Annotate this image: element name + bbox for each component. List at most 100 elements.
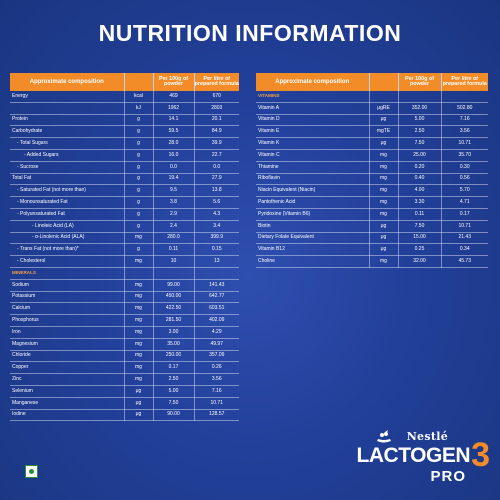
per-litre-cell: 670 (194, 91, 239, 103)
per-litre-cell: 39.9 (194, 137, 239, 150)
unit-cell: mg (124, 350, 154, 363)
table-header-row: Approximate composition Per 100g of powd… (10, 73, 239, 91)
nutrient-name-cell: Dietary Folate Equivalent (256, 232, 370, 245)
column-header-per-litre: Per litre of prepared formula (194, 73, 239, 91)
table-row: Protein g 14.1 20.1 (10, 114, 239, 127)
per-100g-cell: 5.00 (398, 114, 442, 127)
per-100g-cell: 7.50 (153, 397, 195, 410)
per-litre-cell: 13 (194, 255, 239, 268)
nutrient-name-cell: Calcium (10, 302, 125, 316)
per-100g-cell: 0.17 (153, 361, 195, 375)
per-litre-cell: 399.9 (194, 232, 239, 245)
nutrient-name-cell: Total Fat (10, 173, 125, 186)
nutrient-name-cell: Thiamine (256, 161, 370, 174)
per-litre-cell: 45.73 (441, 255, 488, 268)
unit-cell: g (124, 114, 154, 127)
nutrient-name-cell: - Polyunsaturated Fat (10, 208, 125, 221)
per-100g-cell: 28.0 (153, 137, 195, 150)
nutrient-name-cell (10, 102, 125, 115)
per-litre-cell: 0.26 (194, 361, 239, 375)
per-100g-cell: 281.50 (153, 314, 195, 327)
table-row: - Sucrose g 0.0 0.0 (10, 161, 239, 174)
table-row: Niacin Equivalent (Niacin) mg 4.00 5.70 (256, 184, 488, 198)
table-row: Copper mg 0.17 0.26 (10, 361, 239, 375)
unit-cell: mg (369, 161, 399, 174)
nutrient-name-cell: - Sucrose (10, 161, 125, 174)
unit-cell: μgRE (369, 102, 399, 115)
table-row: Sodium mg 99.00 141.43 (10, 279, 239, 292)
per-litre-cell: 35.70 (441, 149, 488, 162)
table-header-row: Approximate composition Per 100g of powd… (256, 73, 488, 91)
nutrient-name-cell: - Added Sugars (10, 149, 125, 162)
table-row: Iodine μg 90.00 128.57 (10, 409, 239, 422)
unit-cell: mg (124, 314, 154, 327)
unit-cell: μg (369, 114, 399, 127)
per-litre-cell: 7.16 (194, 385, 239, 398)
per-100g-cell: 352.00 (398, 102, 442, 115)
table-row: - Linoleic Acid (LA) g 2.4 3.4 (10, 220, 239, 233)
unit-cell: μg (124, 385, 154, 398)
table-section-row: VITAMINS (256, 91, 488, 103)
nutrient-name-cell: Selenium (10, 385, 125, 398)
nutrient-name-cell: VITAMINS (256, 91, 370, 103)
nutrient-name-cell: - Saturated Fat (not more than) (10, 184, 125, 198)
unit-cell: μg (369, 232, 399, 245)
per-litre-cell: 22.7 (194, 149, 239, 162)
nutrient-name-cell: Riboflavin (256, 173, 370, 186)
per-100g-cell: 59.5 (153, 125, 195, 139)
table-row: - Trans Fat (not more than)* g 0.11 0.15 (10, 243, 239, 257)
per-100g-cell: 3.30 (398, 196, 442, 209)
table-row: Selenium μg 5.00 7.16 (10, 385, 239, 398)
table-row: Pantothenic Acid mg 3.30 4.71 (256, 196, 488, 209)
per-litre-cell: 7.16 (441, 114, 488, 127)
unit-cell: mg (369, 173, 399, 186)
nutrient-name-cell: Vitamin D (256, 114, 370, 127)
unit-cell: g (124, 208, 154, 221)
per-litre-cell: 357.09 (194, 350, 239, 363)
per-litre-cell: 0.0 (194, 161, 239, 174)
per-100g-cell: 7.50 (398, 137, 442, 150)
table-row: Vitamin B12 μg 0.25 0.34 (256, 243, 488, 257)
per-100g-cell: 99.00 (153, 279, 195, 292)
nutrient-name-cell: Vitamin C (256, 149, 370, 162)
per-litre-cell: 84.9 (194, 125, 239, 139)
nutrient-name-cell: MINERALS (10, 267, 125, 280)
nutrient-name-cell: Protein (10, 114, 125, 127)
per-litre-cell: 3.56 (194, 373, 239, 386)
per-litre-cell (441, 91, 488, 103)
per-litre-cell: 0.56 (441, 173, 488, 186)
unit-cell: mg (124, 326, 154, 339)
per-100g-cell: 2.9 (153, 208, 195, 221)
column-header-unit (124, 73, 154, 91)
per-litre-cell: 49.97 (194, 338, 239, 351)
table-row: - Monounsaturated Fat g 3.8 5.6 (10, 196, 239, 209)
unit-cell: g (124, 149, 154, 162)
nutrient-name-cell: Magnesium (10, 338, 125, 351)
nutrient-name-cell: Vitamin E (256, 125, 370, 139)
unit-cell: mg (369, 255, 399, 268)
nutrient-name-cell: Copper (10, 361, 125, 375)
per-100g-cell: 2.50 (398, 125, 442, 139)
per-100g-cell: 0.11 (153, 243, 195, 257)
unit-cell: g (124, 173, 154, 186)
table-row: Riboflavin mg 0.40 0.56 (256, 173, 488, 186)
per-100g-cell: 19.4 (153, 173, 195, 186)
nutrient-name-cell: Iodine (10, 409, 125, 422)
nutrient-name-cell: - Linoleic Acid (LA) (10, 220, 125, 233)
nutrient-name-cell: Pantothenic Acid (256, 196, 370, 209)
table-row: Pyridoxine (Vitamin B6) mg 0.11 0.17 (256, 208, 488, 221)
unit-cell: mg (124, 291, 154, 304)
per-100g-cell: 90.00 (153, 409, 195, 422)
per-100g-cell: 469 (153, 91, 195, 103)
unit-cell: mg (369, 149, 399, 162)
unit-cell: mg (124, 302, 154, 316)
nutrient-name-cell: - Trans Fat (not more than)* (10, 243, 125, 257)
per-litre-cell: 0.17 (441, 208, 488, 221)
unit-cell: μg (369, 220, 399, 233)
per-litre-cell: 0.15 (194, 243, 239, 257)
per-litre-cell: 10.71 (194, 397, 239, 410)
table-row: Zinc mg 2.50 3.56 (10, 373, 239, 386)
per-100g-cell: 3.00 (153, 326, 195, 339)
table-row: Choline mg 32.00 45.73 (256, 255, 488, 268)
